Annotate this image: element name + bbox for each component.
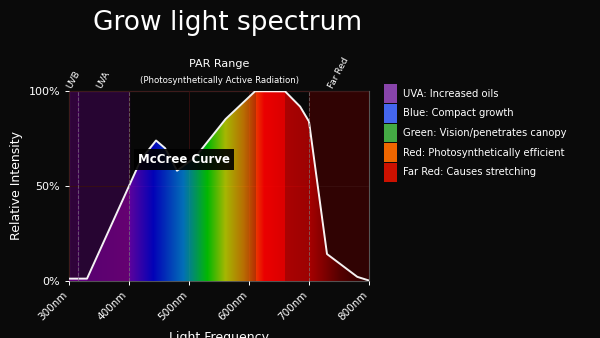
Text: McCree Curve: McCree Curve	[138, 153, 230, 166]
Text: Red: Photosynthetically efficient: Red: Photosynthetically efficient	[403, 148, 565, 158]
Text: Blue: Compact growth: Blue: Compact growth	[403, 108, 514, 118]
Text: UVA: Increased oils: UVA: Increased oils	[403, 89, 499, 99]
Text: Far Red: Far Red	[327, 56, 351, 90]
Bar	[309, 91, 369, 281]
Bar	[69, 91, 78, 281]
Text: UVB: UVB	[65, 69, 82, 90]
Text: Far Red: Causes stretching: Far Red: Causes stretching	[403, 167, 536, 177]
Text: (Photosynthetically Active Radiation): (Photosynthetically Active Radiation)	[139, 76, 299, 85]
Text: UVA: UVA	[95, 69, 112, 90]
Y-axis label: Relative Intensity: Relative Intensity	[10, 131, 23, 240]
X-axis label: Light Frequency: Light Frequency	[169, 331, 269, 338]
Bar	[78, 91, 129, 281]
Text: PAR Range: PAR Range	[189, 59, 249, 69]
Text: Grow light spectrum: Grow light spectrum	[94, 10, 362, 36]
Text: Green: Vision/penetrates canopy: Green: Vision/penetrates canopy	[403, 128, 567, 138]
